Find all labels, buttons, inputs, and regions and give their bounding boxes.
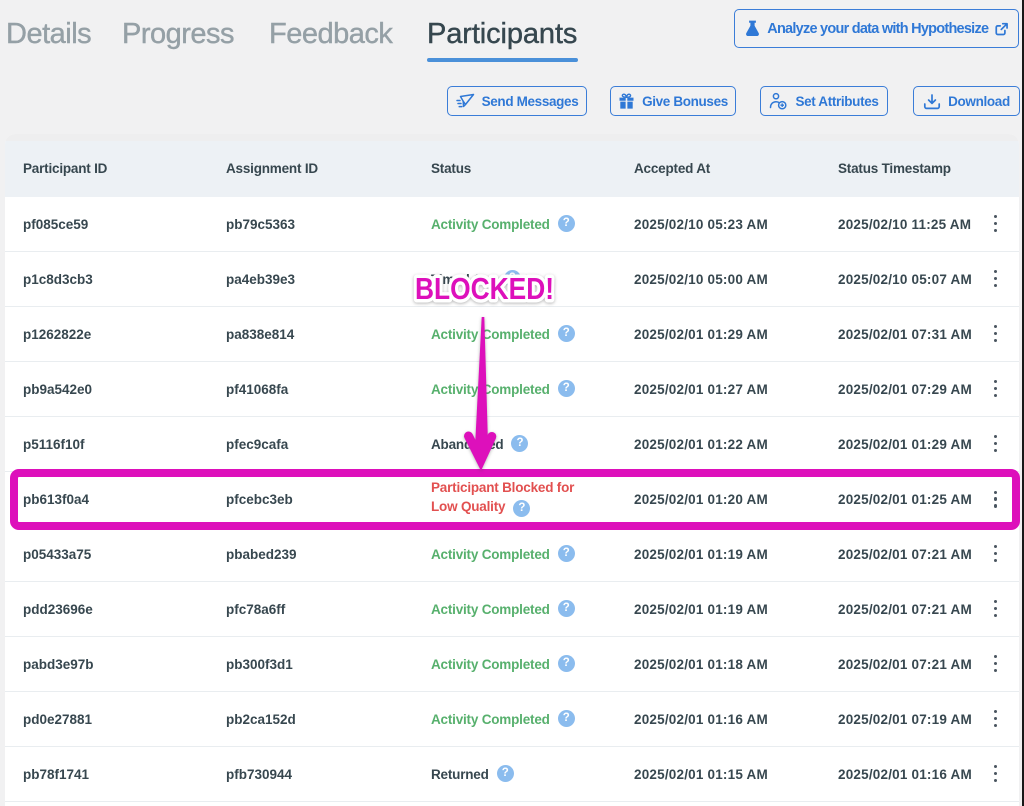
- svg-text:BLOCKED!: BLOCKED!: [415, 271, 554, 306]
